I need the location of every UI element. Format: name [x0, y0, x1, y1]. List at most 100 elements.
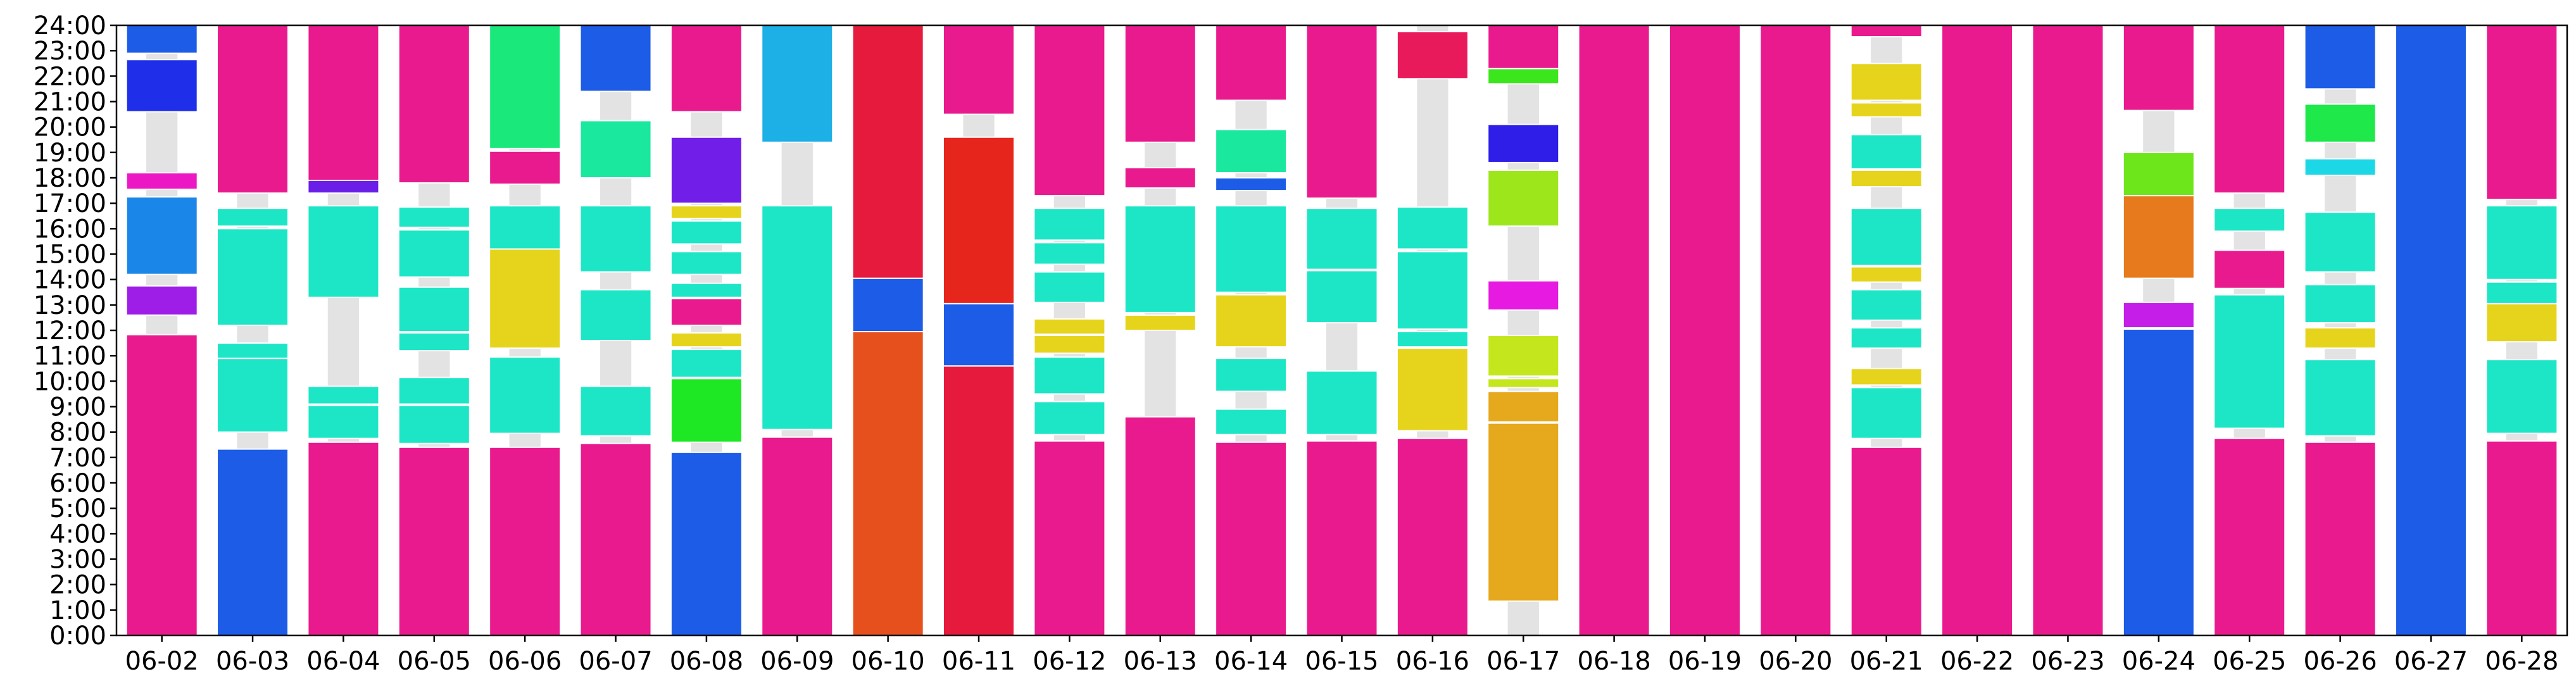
y-tick-label: 7:00 — [49, 444, 106, 473]
segment-06-05-4 — [398, 286, 470, 333]
x-tick-label: 06-03 — [216, 647, 289, 676]
segment-06-14-4 — [1215, 205, 1288, 293]
segment-06-11-3 — [943, 25, 1015, 115]
y-tick-label: 13:00 — [34, 291, 106, 320]
segment-06-04-5 — [307, 25, 380, 182]
segment-06-21-2 — [1850, 368, 1923, 386]
segment-06-06-4 — [489, 150, 562, 185]
segment-06-03-5 — [217, 25, 289, 194]
y-tick-label: 15:00 — [34, 240, 106, 270]
y-tick-label: 5:00 — [49, 494, 106, 523]
segment-06-26-4 — [2304, 211, 2377, 273]
segment-06-05-0 — [398, 446, 470, 636]
segment-06-06-2 — [489, 248, 562, 349]
segment-06-09-2 — [761, 25, 834, 143]
x-tick-label: 06-10 — [851, 647, 925, 676]
y-tick-label: 3:00 — [49, 546, 106, 575]
x-tick-label: 06-16 — [1396, 647, 1469, 676]
segment-06-26-5 — [2304, 158, 2377, 176]
segment-06-08-4 — [670, 297, 743, 326]
segment-06-08-1 — [670, 378, 743, 443]
segment-06-08-5 — [670, 282, 743, 298]
segment-06-05-3 — [398, 332, 470, 352]
segment-06-21-0 — [1850, 446, 1923, 636]
x-tick-label: 06-13 — [1124, 647, 1197, 676]
segment-06-21-6 — [1850, 208, 1923, 266]
segment-06-03-4 — [217, 208, 289, 227]
segment-06-16-4 — [1396, 206, 1469, 250]
segment-06-08-9 — [670, 136, 743, 204]
x-tick-label: 06-06 — [488, 647, 562, 676]
segment-06-15-0 — [1305, 440, 1378, 636]
segment-06-03-1 — [217, 358, 289, 433]
segment-06-05-2 — [398, 377, 470, 405]
segment-06-15-2 — [1305, 270, 1378, 323]
segment-06-11-1 — [943, 303, 1015, 367]
segment-06-25-3 — [2213, 208, 2286, 232]
segment-06-13-4 — [1124, 25, 1197, 143]
segment-06-28-1 — [2485, 359, 2558, 434]
x-tick-label: 06-27 — [2394, 647, 2468, 676]
segment-06-12-7 — [1033, 208, 1106, 241]
segment-06-21-3 — [1850, 327, 1923, 349]
x-tick-label: 06-26 — [2303, 647, 2377, 676]
segment-06-13-3 — [1124, 166, 1197, 189]
segment-06-17-4 — [1487, 280, 1560, 311]
x-tick-label: 06-25 — [2213, 647, 2286, 676]
segment-06-10-2 — [851, 25, 924, 279]
y-tick-label: 14:00 — [34, 266, 106, 295]
segment-06-28-0 — [2485, 440, 2558, 636]
segment-06-14-3 — [1215, 294, 1288, 348]
segment-06-05-1 — [398, 404, 470, 444]
segment-06-08-0 — [670, 451, 743, 636]
segment-06-07-4 — [579, 120, 652, 178]
x-tick-label: 06-18 — [1577, 647, 1650, 676]
segment-06-14-0 — [1215, 441, 1288, 636]
segment-06-09-0 — [761, 436, 834, 636]
segment-06-05-7 — [398, 25, 470, 184]
x-tick-label: 06-22 — [1940, 647, 2014, 676]
segment-06-21-11 — [1850, 25, 1923, 38]
y-tick-label: 11:00 — [34, 342, 106, 371]
segment-06-14-7 — [1215, 25, 1288, 101]
x-tick-label: 06-17 — [1486, 647, 1560, 676]
segment-06-08-3 — [670, 332, 743, 348]
segment-06-04-0 — [307, 441, 380, 636]
x-tick-label: 06-14 — [1214, 647, 1288, 676]
segment-06-03-0 — [217, 448, 289, 636]
segment-06-26-0 — [2304, 441, 2377, 636]
segment-06-21-5 — [1850, 266, 1923, 283]
y-tick-label: 12:00 — [34, 316, 106, 346]
segment-06-09-1 — [761, 205, 834, 430]
x-tick-label: 06-09 — [760, 647, 834, 676]
segment-06-17-7 — [1487, 68, 1560, 85]
x-axis: 06-02 06-03 06-04 06-05 06-06 06-07 06-08 06-09… — [125, 635, 2558, 676]
segment-06-08-8 — [670, 205, 743, 220]
segment-06-06-1 — [489, 356, 562, 434]
segment-06-19-0 — [1668, 25, 1741, 636]
segment-06-26-2 — [2304, 327, 2377, 349]
y-tick-label: 9:00 — [49, 393, 106, 422]
segment-06-12-4 — [1033, 318, 1106, 335]
segment-06-12-0 — [1033, 440, 1106, 636]
x-tick-label: 06-20 — [1759, 647, 1832, 676]
segment-06-24-0 — [2122, 328, 2195, 636]
segment-06-06-0 — [489, 446, 562, 636]
segment-06-20-0 — [1759, 25, 1832, 636]
segment-06-12-5 — [1033, 271, 1106, 303]
segment-06-04-1 — [307, 404, 380, 439]
segment-06-24-1 — [2122, 301, 2195, 328]
x-tick-label: 06-12 — [1033, 647, 1106, 676]
segment-06-04-3 — [307, 205, 380, 298]
segment-06-17-2 — [1487, 378, 1560, 389]
segment-06-23-0 — [2032, 25, 2104, 636]
segment-06-16-5 — [1396, 31, 1469, 80]
segment-06-22-0 — [1941, 25, 2014, 636]
segment-06-25-1 — [2213, 294, 2286, 429]
segment-06-17-6 — [1487, 123, 1560, 163]
y-tick-label: 6:00 — [49, 469, 106, 498]
segment-06-03-2 — [217, 342, 289, 359]
segment-06-27-0 — [2394, 25, 2467, 636]
y-tick-label: 21:00 — [34, 88, 106, 117]
